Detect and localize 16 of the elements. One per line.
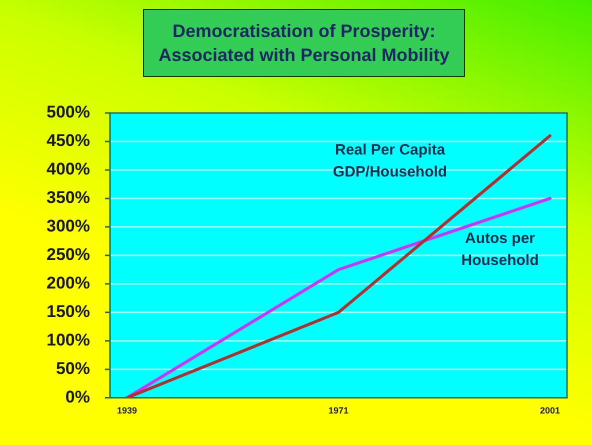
x-tick-label: 1939 bbox=[116, 406, 138, 416]
y-tick-label: 200% bbox=[46, 274, 90, 293]
y-tick-label: 350% bbox=[46, 188, 90, 208]
series-label: Autos per Household bbox=[461, 230, 539, 269]
y-tick-label: 0% bbox=[65, 387, 90, 406]
y-tick-label: 400% bbox=[46, 160, 90, 179]
y-tick-label: 500% bbox=[46, 102, 90, 122]
y-tick-label: 150% bbox=[46, 302, 90, 322]
y-tick-label: 50% bbox=[56, 359, 90, 378]
y-tick-label: 450% bbox=[46, 131, 90, 150]
y-tick-label: 250% bbox=[46, 245, 90, 264]
x-tick-label: 1971 bbox=[328, 406, 349, 416]
chart-title: Democratisation of Prosperity: Associated with Personal Mobility bbox=[143, 9, 465, 77]
y-tick-label: 300% bbox=[46, 216, 90, 236]
x-tick-label: 2001 bbox=[540, 406, 560, 416]
y-tick-label: 100% bbox=[46, 330, 90, 350]
